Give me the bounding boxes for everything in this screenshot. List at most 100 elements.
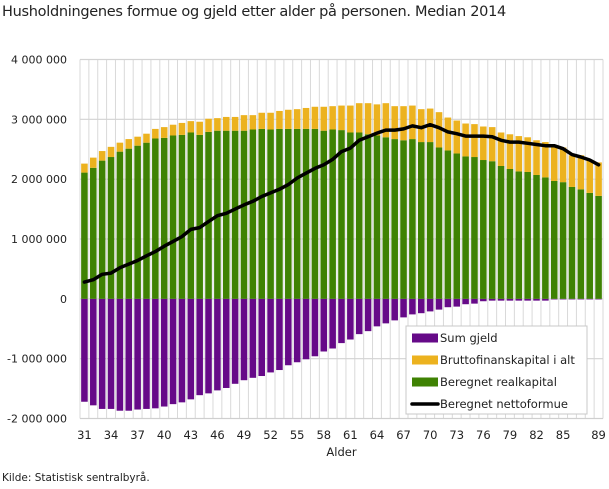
y-tick-label: 1 000 000 <box>11 233 67 246</box>
bar-beregnet-realkapital <box>577 189 585 299</box>
bar-bruttofinanskapital <box>550 146 558 181</box>
legend-swatch <box>412 377 438 387</box>
bar-bruttofinanskapital <box>355 103 363 133</box>
y-tick-label: 0 <box>60 293 67 306</box>
bar-bruttofinanskapital <box>90 157 97 168</box>
bar-sum-gjeld <box>107 298 115 409</box>
bar-beregnet-realkapital <box>391 139 398 299</box>
bar-bruttofinanskapital <box>444 117 452 151</box>
bar-beregnet-realkapital <box>409 139 416 299</box>
bar-bruttofinanskapital <box>471 124 478 158</box>
bar-beregnet-realkapital <box>497 166 505 299</box>
bar-bruttofinanskapital <box>417 109 425 143</box>
bar-beregnet-realkapital <box>107 157 115 299</box>
bar-sum-gjeld <box>169 298 177 405</box>
bar-beregnet-realkapital <box>568 186 576 299</box>
bar-sum-gjeld <box>125 298 133 411</box>
bar-beregnet-realkapital <box>276 128 283 299</box>
bar-bruttofinanskapital <box>187 121 195 133</box>
bar-beregnet-realkapital <box>471 157 478 299</box>
bar-bruttofinanskapital <box>329 106 336 130</box>
bar-sum-gjeld <box>187 298 195 400</box>
bar-bruttofinanskapital <box>169 124 177 136</box>
bar-bruttofinanskapital <box>409 105 416 140</box>
legend-swatch <box>412 355 438 365</box>
bar-beregnet-realkapital <box>134 145 141 299</box>
bar-bruttofinanskapital <box>364 103 372 135</box>
y-tick-label: 4 000 000 <box>11 54 67 67</box>
bar-sum-gjeld <box>471 298 478 304</box>
bar-sum-gjeld <box>134 298 141 410</box>
bar-sum-gjeld <box>347 298 354 340</box>
bar-beregnet-realkapital <box>444 150 452 299</box>
bar-sum-gjeld <box>462 298 469 305</box>
bar-bruttofinanskapital <box>196 121 203 135</box>
x-axis-label: Alder <box>326 445 356 459</box>
bar-sum-gjeld <box>205 298 212 394</box>
bar-bruttofinanskapital <box>488 127 496 162</box>
y-tick-label: -2 000 000 <box>7 413 67 426</box>
bar-sum-gjeld <box>524 298 531 301</box>
line-beregnet-nettoformue <box>82 122 601 284</box>
bar-beregnet-realkapital <box>249 129 257 299</box>
legend-label: Bruttofinanskapital i alt <box>440 353 575 367</box>
x-tick-label: 34 <box>104 428 119 442</box>
legend-label: Beregnet nettoformue <box>440 397 568 411</box>
bar-bruttofinanskapital <box>178 122 186 135</box>
bar-sum-gjeld <box>409 298 416 315</box>
bar-bruttofinanskapital <box>98 151 106 161</box>
bar-sum-gjeld <box>382 298 390 324</box>
bar-bruttofinanskapital <box>222 116 230 131</box>
bar-beregnet-realkapital <box>231 130 239 299</box>
bar-bruttofinanskapital <box>231 116 239 131</box>
bar-sum-gjeld <box>160 298 168 407</box>
bar-beregnet-realkapital <box>302 128 310 299</box>
bar-sum-gjeld <box>249 298 257 378</box>
bar-bruttofinanskapital <box>81 163 88 173</box>
x-tick-label: 73 <box>449 428 464 442</box>
bar-bruttofinanskapital <box>152 128 159 139</box>
bar-bruttofinanskapital <box>435 112 443 148</box>
bar-sum-gjeld <box>178 298 186 403</box>
source-note: Kilde: Statistisk sentralbyrå. <box>2 472 150 484</box>
bar-sum-gjeld <box>240 298 248 381</box>
bar-beregnet-realkapital <box>373 135 381 299</box>
bar-sum-gjeld <box>497 298 505 301</box>
bar-beregnet-realkapital <box>90 167 97 299</box>
bar-bruttofinanskapital <box>542 142 549 178</box>
bar-bruttofinanskapital <box>453 120 461 154</box>
bar-bruttofinanskapital <box>143 133 150 143</box>
bar-bruttofinanskapital <box>311 106 319 129</box>
bar-beregnet-realkapital <box>81 172 88 299</box>
bar-beregnet-realkapital <box>338 130 345 299</box>
bar-sum-gjeld <box>550 298 558 300</box>
bar-sum-gjeld <box>152 298 159 409</box>
y-tick-label: 2 000 000 <box>11 173 67 186</box>
bar-beregnet-realkapital <box>435 147 443 299</box>
bar-beregnet-realkapital <box>329 129 336 299</box>
x-tick-label: 79 <box>503 428 518 442</box>
bar-sum-gjeld <box>285 298 292 366</box>
bar-beregnet-realkapital <box>364 134 372 299</box>
bar-bruttofinanskapital <box>107 146 115 158</box>
x-tick-label: 70 <box>423 428 438 442</box>
bar-beregnet-realkapital <box>143 142 150 299</box>
bar-bruttofinanskapital <box>205 118 212 132</box>
bar-bruttofinanskapital <box>302 107 310 129</box>
bar-beregnet-realkapital <box>347 132 354 299</box>
bar-bruttofinanskapital <box>160 127 168 138</box>
bar-sum-gjeld <box>488 298 496 301</box>
bar-sum-gjeld <box>417 298 425 314</box>
bar-beregnet-realkapital <box>586 192 593 299</box>
bar-bruttofinanskapital <box>373 104 381 136</box>
bar-sum-gjeld <box>364 298 372 332</box>
bar-beregnet-realkapital <box>506 168 514 299</box>
bar-beregnet-realkapital <box>116 151 124 299</box>
bar-sum-gjeld <box>595 298 602 300</box>
x-tick-label: 37 <box>130 428 145 442</box>
bar-sum-gjeld <box>506 298 514 301</box>
bar-beregnet-realkapital <box>293 128 301 299</box>
bar-beregnet-realkapital <box>480 160 487 299</box>
bar-beregnet-realkapital <box>196 134 203 299</box>
bar-sum-gjeld <box>267 298 274 373</box>
